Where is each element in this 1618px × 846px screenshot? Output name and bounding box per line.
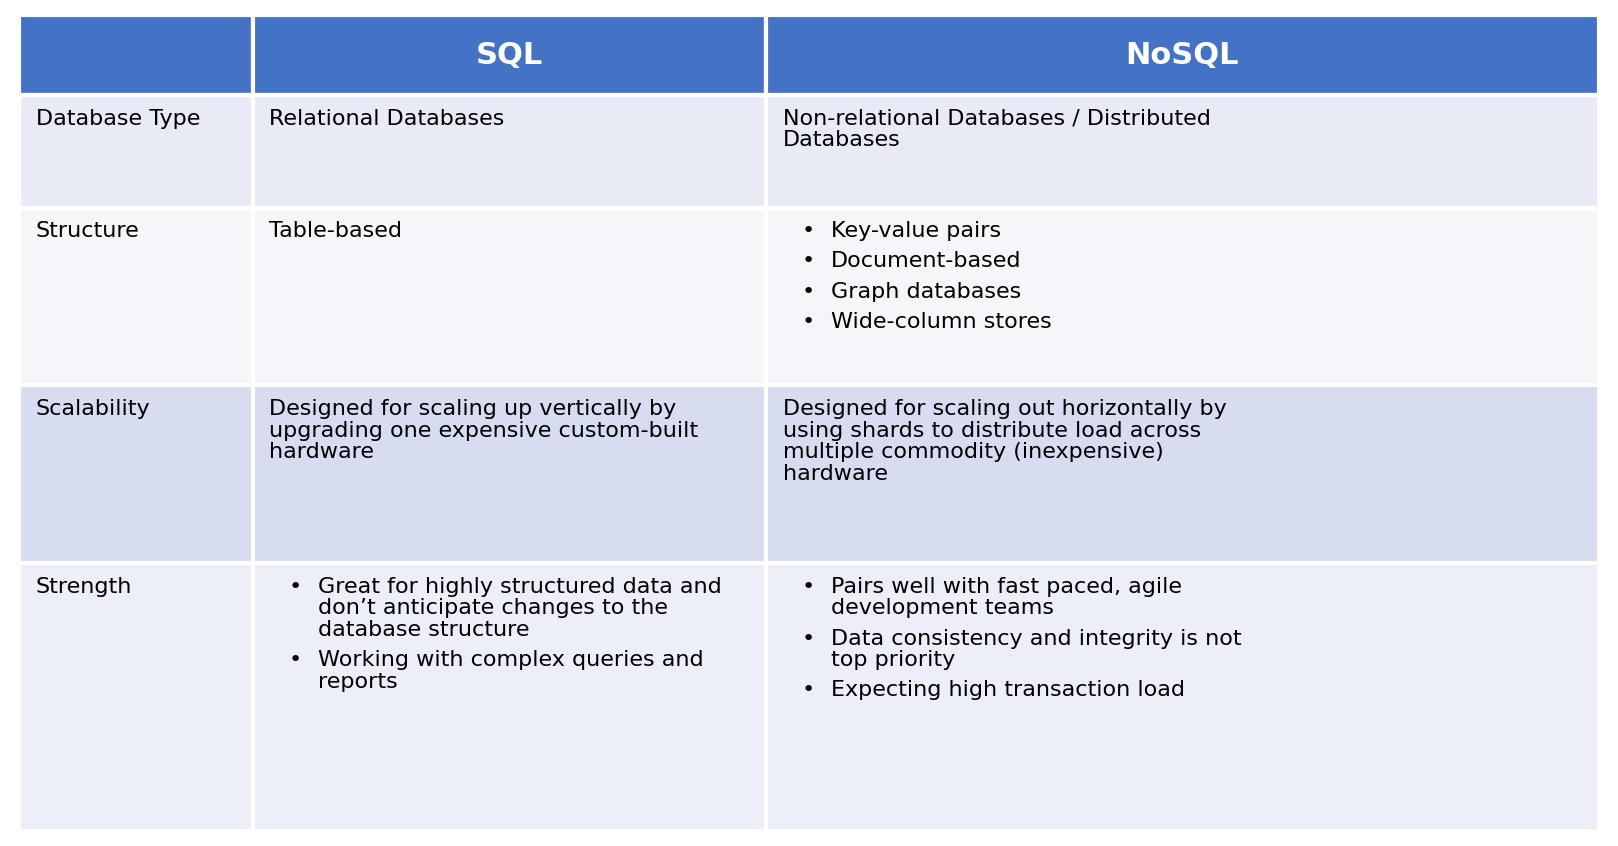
Text: •: •: [803, 577, 815, 596]
Bar: [19, 15, 252, 95]
Text: top priority: top priority: [832, 651, 955, 670]
Text: Non-relational Databases / Distributed: Non-relational Databases / Distributed: [783, 108, 1210, 129]
Text: •: •: [288, 651, 303, 670]
Bar: [19, 208, 252, 386]
Bar: [19, 95, 252, 208]
Text: Designed for scaling out horizontally by: Designed for scaling out horizontally by: [783, 399, 1226, 419]
Text: Working with complex queries and: Working with complex queries and: [317, 651, 704, 670]
Text: Expecting high transaction load: Expecting high transaction load: [832, 680, 1184, 700]
Text: Graph databases: Graph databases: [832, 282, 1021, 302]
Text: Great for highly structured data and: Great for highly structured data and: [317, 577, 722, 596]
Text: Structure: Structure: [36, 222, 139, 241]
Bar: [252, 95, 767, 208]
Text: NoSQL: NoSQL: [1126, 41, 1239, 69]
Bar: [19, 386, 252, 563]
Bar: [252, 208, 767, 386]
Text: multiple commodity (inexpensive): multiple commodity (inexpensive): [783, 442, 1163, 462]
Text: Wide-column stores: Wide-column stores: [832, 312, 1052, 332]
Text: Databases: Databases: [783, 130, 900, 151]
Text: Key-value pairs: Key-value pairs: [832, 222, 1002, 241]
Bar: [252, 386, 767, 563]
Text: •: •: [803, 629, 815, 649]
Bar: [252, 563, 767, 831]
Text: SQL: SQL: [476, 41, 544, 69]
Text: Scalability: Scalability: [36, 399, 150, 419]
Text: Relational Databases: Relational Databases: [269, 108, 505, 129]
Bar: [767, 563, 1599, 831]
Text: don’t anticipate changes to the: don’t anticipate changes to the: [317, 598, 668, 618]
Text: Strength: Strength: [36, 577, 133, 596]
Text: •: •: [803, 222, 815, 241]
Bar: [767, 15, 1599, 95]
Text: Pairs well with fast paced, agile: Pairs well with fast paced, agile: [832, 577, 1183, 596]
Text: •: •: [803, 282, 815, 302]
Text: Document-based: Document-based: [832, 251, 1021, 272]
Text: Database Type: Database Type: [36, 108, 201, 129]
Text: using shards to distribute load across: using shards to distribute load across: [783, 420, 1201, 441]
Bar: [767, 208, 1599, 386]
Bar: [19, 563, 252, 831]
Text: Designed for scaling up vertically by: Designed for scaling up vertically by: [269, 399, 676, 419]
Text: •: •: [803, 680, 815, 700]
Bar: [767, 95, 1599, 208]
Text: •: •: [803, 312, 815, 332]
Text: database structure: database structure: [317, 620, 529, 640]
Text: reports: reports: [317, 672, 398, 692]
Bar: [252, 15, 767, 95]
Text: •: •: [803, 251, 815, 272]
Text: upgrading one expensive custom-built: upgrading one expensive custom-built: [269, 420, 699, 441]
Text: •: •: [288, 577, 303, 596]
Text: development teams: development teams: [832, 598, 1053, 618]
Text: hardware: hardware: [269, 442, 374, 462]
Text: Data consistency and integrity is not: Data consistency and integrity is not: [832, 629, 1241, 649]
Text: Table-based: Table-based: [269, 222, 403, 241]
Text: hardware: hardware: [783, 464, 888, 484]
Bar: [767, 386, 1599, 563]
